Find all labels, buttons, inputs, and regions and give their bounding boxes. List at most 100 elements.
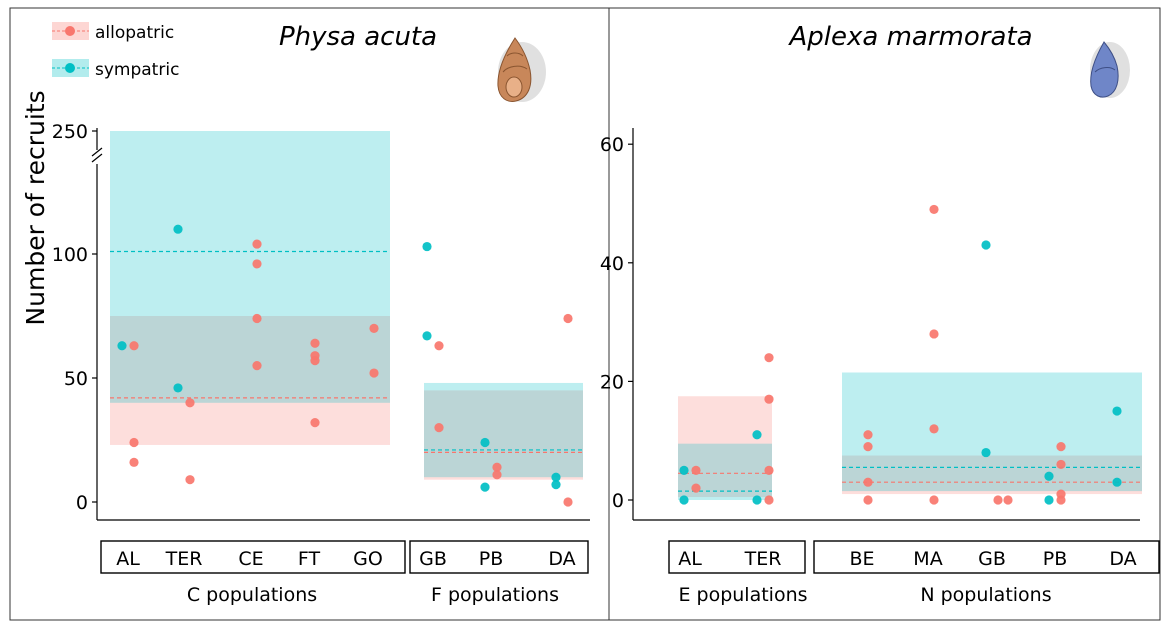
legend-allopatric-dot — [65, 26, 75, 36]
legend-allopatric-label: allopatric — [95, 23, 174, 43]
allopatric-point — [252, 361, 262, 371]
allopatric-range-box — [424, 390, 583, 480]
allopatric-point — [310, 338, 320, 348]
allopatric-point — [929, 495, 939, 505]
axis-break-gap — [93, 150, 101, 164]
category-label-box — [813, 540, 1160, 574]
x-tick-label: TER — [165, 548, 203, 570]
y-tick-label: 50 — [64, 368, 88, 390]
aplexa-panel: 0 20 40 60 AL TER E populations BE MA GB PB DA N pop… — [600, 128, 1160, 606]
allopatric-range-box — [678, 396, 772, 498]
allopatric-point — [929, 204, 939, 215]
x-tick-label: BE — [849, 548, 874, 570]
legend: allopatric sympatric — [52, 22, 179, 80]
sympatric-point — [480, 482, 490, 492]
figure-frame — [9, 7, 1161, 621]
allopatric-point — [252, 313, 262, 324]
blue-snail-shell-icon — [1090, 41, 1130, 98]
allopatric-point — [129, 437, 139, 448]
allopatric-point — [369, 368, 379, 378]
sympatric-point — [981, 240, 991, 250]
group-label: E populations — [678, 584, 807, 606]
y-tick-label: 60 — [600, 134, 624, 156]
allopatric-point — [185, 398, 195, 408]
panel-title-physa: Physa acuta — [279, 22, 437, 52]
allopatric-point — [434, 341, 444, 351]
x-tick-label: DA — [548, 548, 575, 570]
allopatric-point — [863, 495, 873, 505]
allopatric-point — [563, 497, 573, 507]
x-tick-label: CE — [238, 548, 263, 570]
group-label: C populations — [187, 584, 317, 606]
allopatric-point — [185, 475, 195, 485]
sympatric-point — [1112, 406, 1122, 416]
allopatric-point — [129, 457, 139, 467]
axis-break-mark — [91, 153, 103, 163]
allopatric-point — [993, 495, 1003, 505]
sympatric-point — [551, 472, 561, 482]
sympatric-point — [117, 341, 127, 351]
y-tick-label: 100 — [52, 244, 88, 266]
allopatric-point — [129, 341, 139, 351]
allopatric-range-box — [842, 455, 1142, 495]
y-tick-label: 0 — [76, 492, 88, 514]
sympatric-point — [981, 447, 991, 458]
sympatric-point — [1044, 471, 1054, 481]
allopatric-point — [492, 470, 502, 480]
allopatric-point — [1003, 495, 1013, 505]
x-tick-label: FT — [298, 548, 321, 570]
sympatric-point — [679, 465, 689, 475]
allopatric-point — [252, 259, 262, 269]
allopatric-point — [764, 353, 774, 363]
x-tick-label: AL — [678, 548, 702, 570]
panel-title-aplexa: Aplexa marmorata — [787, 22, 1032, 52]
allopatric-point — [764, 394, 774, 404]
y-axis-label: Number of recruits — [21, 90, 50, 325]
x-tick-label: GB — [419, 548, 447, 570]
allopatric-point — [310, 418, 320, 428]
sympatric-point — [551, 480, 561, 490]
sympatric-range-box — [842, 372, 1142, 492]
category-label-box — [100, 540, 406, 574]
allopatric-point — [369, 323, 379, 333]
allopatric-point — [764, 495, 774, 505]
allopatric-point — [691, 483, 701, 493]
legend-sympatric-dot — [65, 63, 75, 73]
sympatric-point — [752, 430, 762, 440]
allopatric-point — [434, 423, 444, 433]
allopatric-point — [1056, 442, 1066, 452]
allopatric-point — [863, 442, 873, 452]
allopatric-point — [310, 356, 320, 366]
x-tick-label: MA — [913, 548, 942, 570]
allopatric-point — [764, 465, 774, 475]
allopatric-point — [691, 465, 701, 475]
sympatric-range-box — [424, 382, 583, 478]
y-tick-label: 20 — [600, 371, 624, 393]
x-tick-label: TER — [744, 548, 782, 570]
y-tick-label: 250 — [52, 121, 88, 143]
sympatric-point — [173, 383, 183, 393]
category-label-box — [668, 540, 806, 574]
allopatric-point — [863, 477, 873, 487]
brown-snail-shell-icon — [497, 37, 546, 102]
sympatric-point — [1044, 495, 1054, 505]
group-label: F populations — [431, 584, 559, 606]
sympatric-point — [752, 495, 762, 505]
allopatric-point — [929, 329, 939, 339]
x-tick-label: DA — [1109, 548, 1136, 570]
allopatric-point — [929, 424, 939, 434]
allopatric-point — [863, 430, 873, 440]
group-label: N populations — [920, 584, 1051, 606]
x-tick-label: PB — [1043, 548, 1068, 570]
y-tick-label: 0 — [612, 490, 624, 512]
x-tick-label: AL — [116, 548, 140, 570]
legend-sympatric-label: sympatric — [95, 60, 179, 80]
sympatric-point — [422, 241, 432, 252]
sympatric-point — [679, 495, 689, 505]
allopatric-point — [563, 313, 573, 324]
sympatric-range-box — [110, 131, 390, 403]
allopatric-point — [1056, 495, 1066, 505]
x-tick-label: GB — [978, 548, 1006, 570]
x-tick-label: PB — [479, 548, 504, 570]
